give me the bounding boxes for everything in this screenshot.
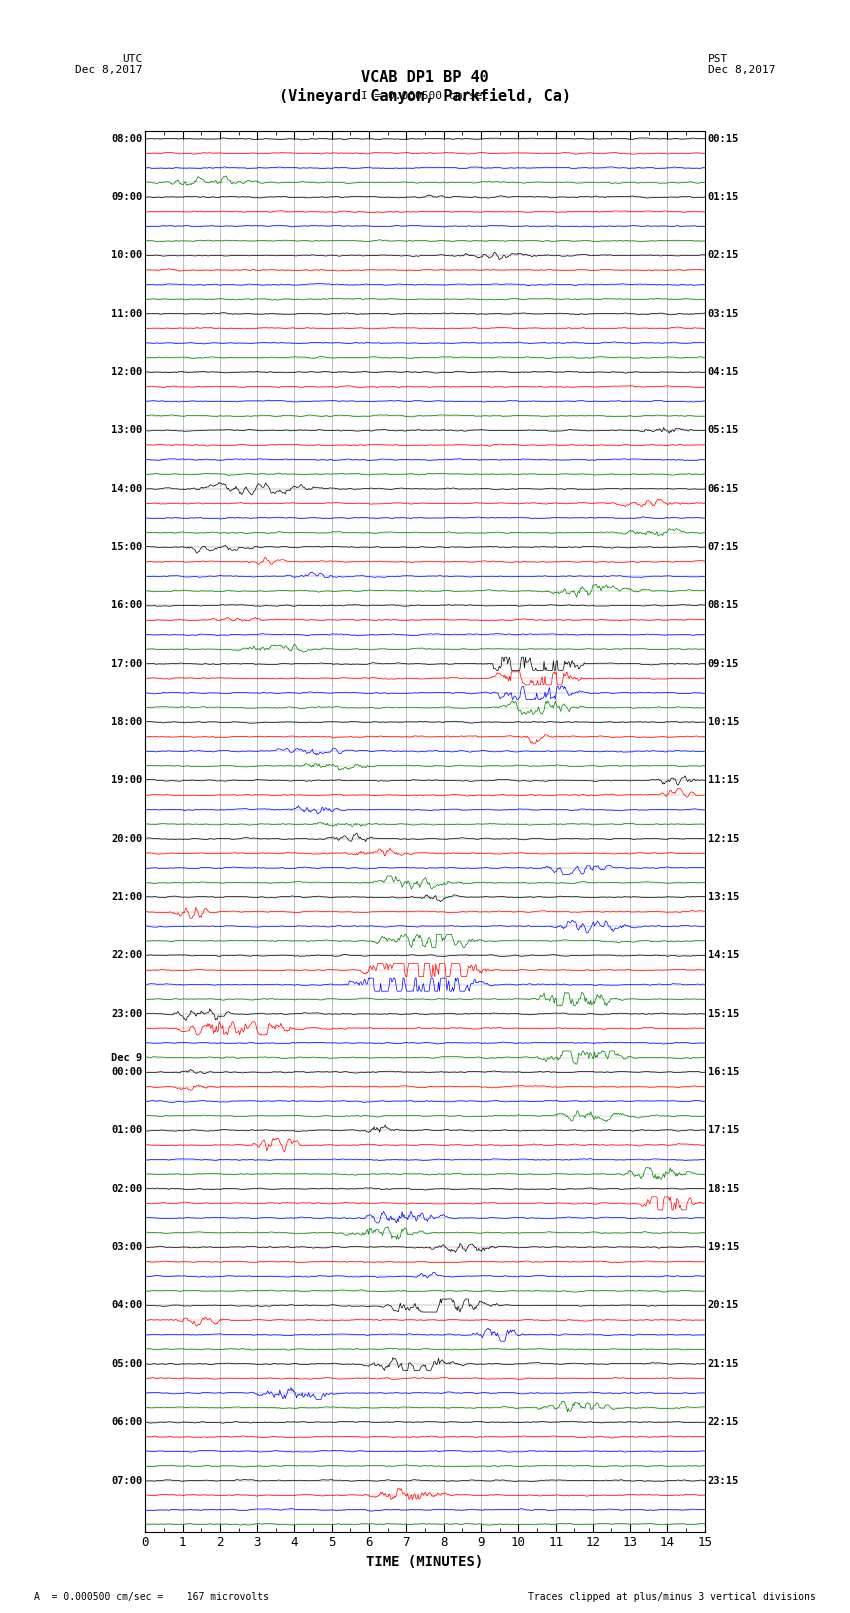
Text: A  = 0.000500 cm/sec =    167 microvolts: A = 0.000500 cm/sec = 167 microvolts <box>34 1592 269 1602</box>
Text: 08:15: 08:15 <box>707 600 739 610</box>
Text: 11:00: 11:00 <box>111 308 143 319</box>
Text: 09:15: 09:15 <box>707 658 739 669</box>
Text: 11:15: 11:15 <box>707 776 739 786</box>
Text: 10:15: 10:15 <box>707 718 739 727</box>
Text: 07:00: 07:00 <box>111 1476 143 1486</box>
Text: 19:00: 19:00 <box>111 776 143 786</box>
Text: 19:15: 19:15 <box>707 1242 739 1252</box>
Text: 17:00: 17:00 <box>111 658 143 669</box>
Text: 09:00: 09:00 <box>111 192 143 202</box>
Text: 21:15: 21:15 <box>707 1358 739 1369</box>
Text: 20:00: 20:00 <box>111 834 143 844</box>
Text: 06:00: 06:00 <box>111 1418 143 1428</box>
Text: 00:15: 00:15 <box>707 134 739 144</box>
Text: UTC
Dec 8,2017: UTC Dec 8,2017 <box>75 53 143 76</box>
Text: 01:00: 01:00 <box>111 1126 143 1136</box>
Text: 15:00: 15:00 <box>111 542 143 552</box>
Text: 06:15: 06:15 <box>707 484 739 494</box>
Text: 22:15: 22:15 <box>707 1418 739 1428</box>
Text: 13:15: 13:15 <box>707 892 739 902</box>
Text: 20:15: 20:15 <box>707 1300 739 1310</box>
Text: 10:00: 10:00 <box>111 250 143 260</box>
Text: 07:15: 07:15 <box>707 542 739 552</box>
Text: 01:15: 01:15 <box>707 192 739 202</box>
Text: 14:00: 14:00 <box>111 484 143 494</box>
Text: 02:00: 02:00 <box>111 1184 143 1194</box>
Title: VCAB DP1 BP 40
(Vineyard Canyon, Parkfield, Ca): VCAB DP1 BP 40 (Vineyard Canyon, Parkfie… <box>279 71 571 103</box>
Text: 04:00: 04:00 <box>111 1300 143 1310</box>
Text: Dec 9: Dec 9 <box>111 1053 143 1063</box>
Text: 17:15: 17:15 <box>707 1126 739 1136</box>
Text: 21:00: 21:00 <box>111 892 143 902</box>
Text: 12:15: 12:15 <box>707 834 739 844</box>
Text: 04:15: 04:15 <box>707 368 739 377</box>
Text: 02:15: 02:15 <box>707 250 739 260</box>
Text: 18:00: 18:00 <box>111 718 143 727</box>
Text: 08:00: 08:00 <box>111 134 143 144</box>
Text: 16:15: 16:15 <box>707 1068 739 1077</box>
Text: Traces clipped at plus/minus 3 vertical divisions: Traces clipped at plus/minus 3 vertical … <box>528 1592 816 1602</box>
Text: 03:15: 03:15 <box>707 308 739 319</box>
Text: PST
Dec 8,2017: PST Dec 8,2017 <box>707 53 775 76</box>
Text: 05:00: 05:00 <box>111 1358 143 1369</box>
Text: 23:15: 23:15 <box>707 1476 739 1486</box>
Text: 13:00: 13:00 <box>111 426 143 436</box>
X-axis label: TIME (MINUTES): TIME (MINUTES) <box>366 1555 484 1569</box>
Text: 05:15: 05:15 <box>707 426 739 436</box>
Text: 23:00: 23:00 <box>111 1008 143 1019</box>
Text: 18:15: 18:15 <box>707 1184 739 1194</box>
Text: I = 0.000500 cm/sec: I = 0.000500 cm/sec <box>361 90 489 100</box>
Text: 12:00: 12:00 <box>111 368 143 377</box>
Text: 16:00: 16:00 <box>111 600 143 610</box>
Text: 15:15: 15:15 <box>707 1008 739 1019</box>
Text: 14:15: 14:15 <box>707 950 739 960</box>
Text: 03:00: 03:00 <box>111 1242 143 1252</box>
Text: 22:00: 22:00 <box>111 950 143 960</box>
Text: 00:00: 00:00 <box>111 1068 143 1077</box>
